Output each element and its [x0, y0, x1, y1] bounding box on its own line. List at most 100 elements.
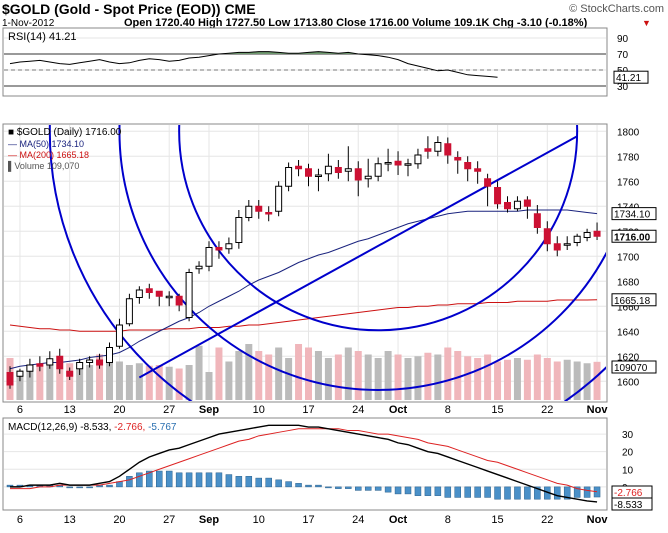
- price-legend-title: ■ $GOLD (Daily) 1716.00: [8, 127, 122, 138]
- candle-body: [354, 168, 362, 181]
- candle-body: [66, 370, 74, 377]
- macd-histogram-bar: [146, 470, 153, 488]
- price-tick-label: 1620: [617, 352, 640, 363]
- candle-body: [583, 232, 591, 238]
- volume-bar: [593, 361, 601, 400]
- volume-bar: [494, 361, 502, 400]
- volume-bar: [364, 354, 372, 400]
- rsi-tick-label: 70: [617, 50, 629, 61]
- price-label-box: [611, 229, 657, 243]
- volume-bar: [354, 351, 362, 400]
- candle-body: [26, 364, 34, 372]
- rsi-tick-label: 30: [617, 82, 629, 93]
- price-label-box: [611, 207, 657, 221]
- macd-tick-label: 30: [622, 430, 634, 441]
- price-layer: 1800178017601740172017001680166016401620…: [4, 125, 657, 416]
- down-arrow-icon: ▼: [642, 18, 651, 28]
- volume-bar: [583, 363, 591, 400]
- rsi-panel: [2, 27, 608, 97]
- candle-body: [484, 178, 492, 187]
- chart-date: 1-Nov-2012: [2, 18, 55, 29]
- price-label-box: [611, 293, 657, 307]
- volume-bar: [504, 359, 511, 400]
- volume-bar: [155, 365, 163, 400]
- price-label-box: [611, 360, 657, 374]
- candle-body: [364, 175, 372, 180]
- volume-bar: [125, 365, 133, 400]
- rsi-line: [9, 51, 498, 78]
- candle-body: [215, 247, 223, 251]
- price-label: 1665.18: [614, 296, 651, 307]
- candle-body: [444, 143, 452, 156]
- candle-body: [424, 148, 432, 152]
- volume-bar: [414, 356, 422, 400]
- volume-bar: [464, 356, 472, 400]
- macd-x-tick-label: 24: [352, 514, 364, 526]
- macd-x-tick-label: 6: [17, 514, 23, 526]
- macd-legend-part: -2.766,: [114, 422, 148, 433]
- rsi-value-box: [613, 70, 649, 84]
- volume-bar: [135, 363, 143, 400]
- macd-histogram-bar: [454, 486, 461, 498]
- volume-bar: [36, 366, 44, 400]
- candle-body: [76, 362, 84, 370]
- macd-histogram-bar: [345, 486, 352, 489]
- candle-body: [16, 370, 24, 377]
- macd-histogram-bar: [384, 486, 392, 493]
- macd-histogram-bar: [593, 486, 601, 498]
- macd-histogram-bar: [136, 472, 143, 488]
- candle-body: [295, 165, 303, 170]
- macd-histogram-bar: [285, 481, 292, 488]
- macd-histogram-bar: [245, 476, 253, 488]
- candle-body: [474, 168, 482, 172]
- candle-body: [165, 295, 173, 299]
- x-tick-label: 27: [163, 404, 175, 416]
- macd-histogram-bar: [504, 486, 511, 500]
- candle-body: [106, 347, 113, 363]
- candle-body: [56, 355, 64, 370]
- quote-line: Open 1720.40 High 1727.50 Low 1713.80 Cl…: [124, 17, 588, 29]
- price-tick-label: 1780: [617, 152, 640, 163]
- volume-bar: [295, 344, 303, 400]
- macd-x-tick-label: 17: [302, 514, 314, 526]
- candle-body: [553, 243, 561, 251]
- volume-bar: [76, 366, 84, 400]
- candle-body: [434, 142, 442, 152]
- x-tick-label: 24: [352, 404, 364, 416]
- volume-bar: [145, 365, 153, 400]
- macd-histogram-bar: [364, 486, 372, 491]
- macd-histogram-bar: [295, 483, 302, 488]
- volume-bar: [86, 365, 94, 400]
- volume-bar: [533, 354, 541, 400]
- macd-histogram-bar: [335, 486, 342, 489]
- macd-x-tick-label: 20: [113, 514, 125, 526]
- candle-body: [6, 372, 14, 386]
- x-tick-label: 15: [491, 404, 503, 416]
- volume-bar: [384, 351, 392, 400]
- volume-bar: [46, 361, 54, 400]
- x-tick-label: Sep: [199, 404, 219, 416]
- macd-histogram-bar: [315, 484, 322, 488]
- volume-bar: [484, 354, 492, 400]
- candle-body: [404, 163, 412, 166]
- volume-bar: [245, 344, 253, 400]
- candle-body: [543, 228, 551, 245]
- candle-body: [235, 217, 243, 243]
- price-label: 1734.10: [614, 210, 651, 221]
- price-tick-label: 1600: [617, 377, 640, 388]
- candle-body: [135, 289, 143, 298]
- volume-bar: [324, 358, 332, 400]
- volume-bar: [404, 358, 412, 400]
- candle-body: [513, 200, 521, 210]
- volume-bar: [374, 358, 382, 400]
- ma200-line: [9, 299, 598, 332]
- macd-histogram-bar: [126, 476, 133, 488]
- x-tick-label: 20: [113, 404, 125, 416]
- macd-histogram-bar: [215, 472, 223, 488]
- price-label: 109070: [614, 363, 648, 374]
- trendline: [138, 135, 578, 379]
- volume-bar: [225, 361, 233, 400]
- rsi-tick-label: 90: [617, 34, 629, 45]
